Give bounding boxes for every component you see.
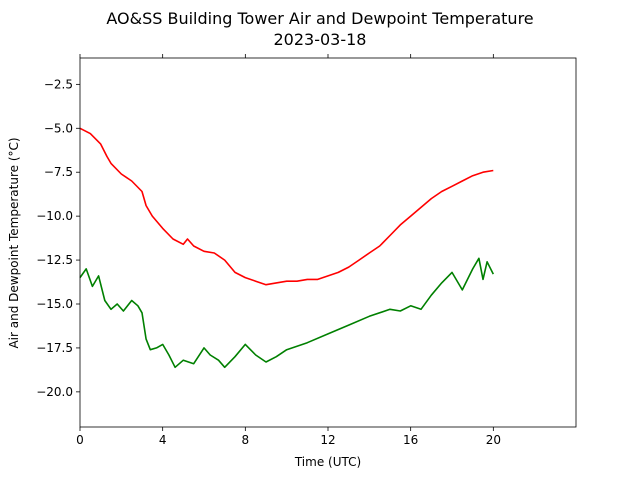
x-tick-label: 16 xyxy=(403,433,418,447)
y-tick-label: −10.0 xyxy=(36,209,73,223)
y-tick-label: −20.0 xyxy=(36,385,73,399)
x-tick-label: 4 xyxy=(159,433,167,447)
chart-title: AO&SS Building Tower Air and Dewpoint Te… xyxy=(106,9,533,28)
x-axis-label: Time (UTC) xyxy=(294,455,361,469)
x-tick-label: 0 xyxy=(76,433,84,447)
series-line-0 xyxy=(79,127,494,286)
y-tick-label: −7.5 xyxy=(44,165,73,179)
y-tick-label: −2.5 xyxy=(44,77,73,91)
y-axis-label: Air and Dewpoint Temperature (°C) xyxy=(7,137,21,348)
tick-layer: 0 4 8 12 16 20 −20.0 −17.5 −15.0 −12.5 −10.0 −7.5 −5… xyxy=(36,54,501,447)
y-tick-label: −17.5 xyxy=(36,341,73,355)
y-tick-label: −5.0 xyxy=(44,121,73,135)
chart-subtitle: 2023-03-18 xyxy=(274,30,367,49)
series-line-1 xyxy=(79,257,495,369)
x-tick-label: 12 xyxy=(320,433,335,447)
plot-frame xyxy=(79,57,577,428)
x-tick-label: 8 xyxy=(242,433,250,447)
y-tick-label: −15.0 xyxy=(36,297,73,311)
series-layer xyxy=(79,127,495,369)
y-tick-label: −12.5 xyxy=(36,253,73,267)
x-tick-label: 20 xyxy=(486,433,501,447)
